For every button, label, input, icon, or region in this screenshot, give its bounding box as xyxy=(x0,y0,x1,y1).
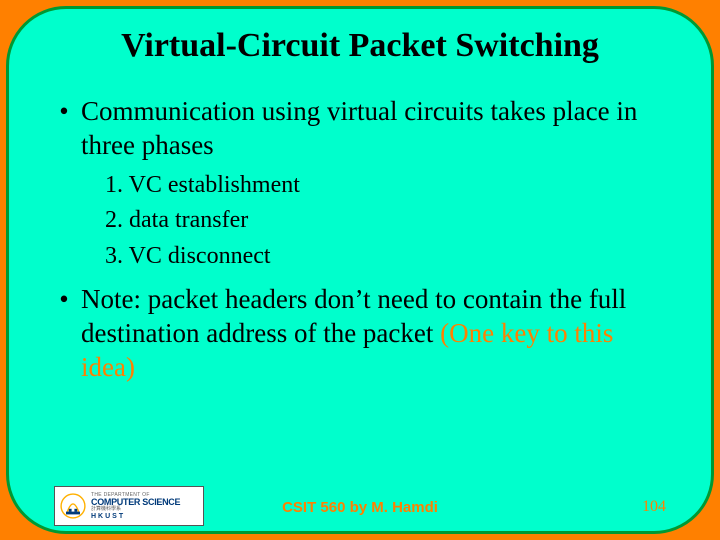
slide-frame: Virtual-Circuit Packet Switching • Commu… xyxy=(6,6,714,534)
numbered-sublist: 1. VC establishment 2. data transfer 3. … xyxy=(105,169,673,274)
page-number: 104 xyxy=(642,498,666,516)
list-item: 2. data transfer xyxy=(105,204,673,238)
bullet-item: • Note: packet headers don’t need to con… xyxy=(47,283,673,384)
bullet-text: Note: packet headers don’t need to conta… xyxy=(81,283,673,384)
footer-credit: CSIT 560 by M. Hamdi xyxy=(0,499,720,516)
bullet-marker: • xyxy=(47,283,81,384)
bullet-item: • Communication using virtual circuits t… xyxy=(47,95,673,163)
bullet-text: Communication using virtual circuits tak… xyxy=(81,95,673,163)
slide-footer: THE DEPARTMENT OF COMPUTER SCIENCE 計算機科學… xyxy=(0,480,720,526)
bullet-marker: • xyxy=(47,95,81,163)
slide-title: Virtual-Circuit Packet Switching xyxy=(47,27,673,65)
list-item: 3. VC disconnect xyxy=(105,240,673,274)
slide-content: • Communication using virtual circuits t… xyxy=(47,95,673,385)
list-item: 1. VC establishment xyxy=(105,169,673,203)
